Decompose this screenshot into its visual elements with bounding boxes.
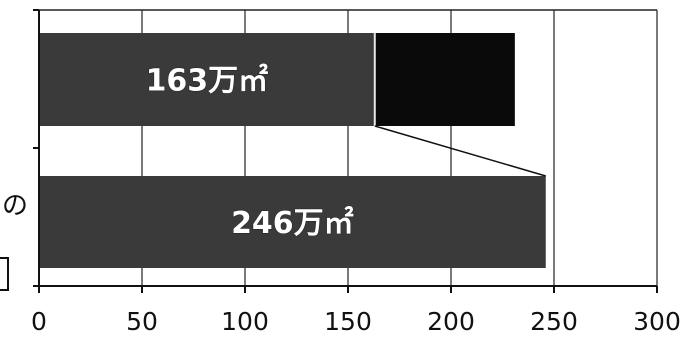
- bars: [39, 33, 546, 268]
- bar-0-segment-1: [374, 33, 515, 126]
- margin-text: の: [2, 191, 28, 221]
- connector-line: [374, 125, 546, 177]
- data-labels: 163万㎡ 246万㎡: [145, 63, 354, 242]
- x-tick-labels: 0 50 100 150 200 250 300: [31, 307, 681, 336]
- x-tick-label-100: 100: [221, 307, 269, 336]
- x-tick-label-50: 50: [126, 307, 158, 336]
- bar-0-segment-0: [39, 33, 375, 126]
- x-tick-label-150: 150: [324, 307, 372, 336]
- data-label-0: 163万㎡: [146, 64, 269, 99]
- x-tick-label-300: 300: [633, 307, 681, 336]
- axes: [33, 9, 658, 293]
- bar-1-segment-0: [39, 176, 546, 268]
- x-tick-label-250: 250: [530, 307, 578, 336]
- margin-box-fragment: [0, 257, 9, 291]
- x-tick-label-0: 0: [31, 307, 47, 336]
- data-label-1: 246万㎡: [231, 206, 354, 241]
- x-tick-label-200: 200: [427, 307, 475, 336]
